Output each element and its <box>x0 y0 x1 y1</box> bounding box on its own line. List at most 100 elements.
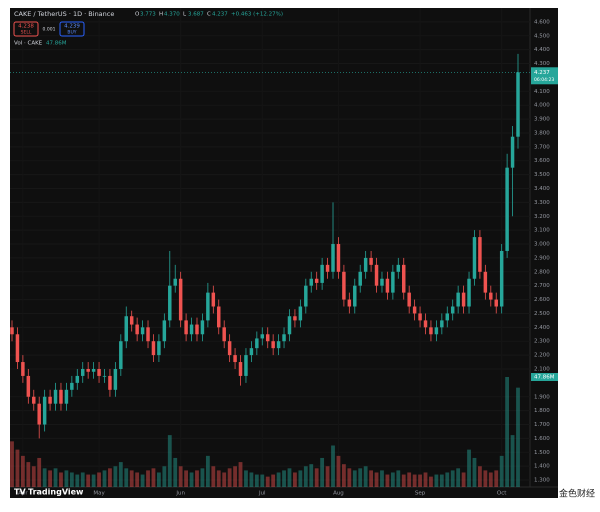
candle-body <box>157 341 161 356</box>
candle-body <box>478 237 482 272</box>
volume-bar <box>238 462 243 487</box>
volume-bar <box>293 472 297 487</box>
y-tick-label: 2.600 <box>534 297 550 303</box>
y-tick-label: 4.600 <box>534 19 550 25</box>
candle-body <box>347 299 352 307</box>
ohlc-value: 4.237 <box>212 12 228 18</box>
candle-body <box>21 362 25 376</box>
buy-button[interactable] <box>59 21 85 37</box>
countdown: 06:04:23 <box>534 77 554 83</box>
candle-body <box>162 320 167 342</box>
volume-bar <box>282 470 286 487</box>
candle-body <box>374 264 379 286</box>
candle-body <box>37 403 41 425</box>
volume-bar <box>189 472 194 487</box>
volume-bar <box>135 472 140 487</box>
candle-body <box>363 257 368 272</box>
y-tick-label: 1.600 <box>534 436 550 442</box>
candle-body <box>293 316 297 321</box>
candle-body <box>331 244 335 272</box>
volume-bar <box>516 387 520 487</box>
volume-bar <box>146 470 150 487</box>
volume-bar <box>418 474 422 487</box>
y-tick-label: 3.500 <box>534 172 550 178</box>
sell-price: 4.238 <box>18 24 34 30</box>
header: CAKE / TetherUS · 1D · Binance O 3.773 H 4.… <box>13 10 283 47</box>
y-tick-label: 4.100 <box>534 89 550 95</box>
y-tick-label: 3.100 <box>534 228 550 234</box>
volume-bar <box>510 435 515 487</box>
volume-bar <box>445 472 450 487</box>
y-tick-label: 3.200 <box>534 214 550 220</box>
candle-body <box>483 271 488 293</box>
candle-body <box>48 396 52 404</box>
volume-bar <box>64 470 69 487</box>
candle-body <box>353 285 357 307</box>
volume-bar <box>488 472 493 487</box>
volume-bar <box>374 472 379 487</box>
candle-body <box>151 341 156 356</box>
volume-bar <box>173 457 178 487</box>
x-tick-label: Jun <box>175 491 185 497</box>
volume-bar <box>108 468 112 487</box>
candle-body <box>64 389 69 404</box>
candle-body <box>26 375 31 397</box>
volume-bar <box>42 468 47 487</box>
y-tick-label: 2.300 <box>534 339 550 345</box>
volume-bar <box>380 470 384 487</box>
candle-body <box>189 324 194 335</box>
y-tick-label: 2.700 <box>534 283 550 289</box>
candle-body <box>385 278 390 293</box>
candle-body <box>146 327 150 342</box>
y-tick-label: 4.500 <box>534 33 550 39</box>
volume-bar <box>314 468 319 487</box>
volume-bar <box>80 472 85 487</box>
volume-bar <box>412 474 417 487</box>
volume-bar <box>260 474 265 487</box>
candle-body <box>265 334 270 342</box>
volume-bar <box>86 474 91 487</box>
candle-body <box>211 292 216 307</box>
volume-bar <box>233 466 237 487</box>
candle-body <box>369 257 373 265</box>
volume-bar <box>494 470 499 487</box>
candle-body <box>499 250 504 307</box>
candle-body <box>59 389 63 404</box>
candle-body <box>10 327 14 335</box>
ohlc: O 3.773 H 4.370 L 3.687 C 4.237 +0.463 (+12.27%) <box>135 12 283 18</box>
volume-bar <box>102 470 107 487</box>
volume-bar <box>222 472 227 487</box>
y-tick-label: 4.300 <box>534 61 550 67</box>
ohlc-key: L <box>183 12 187 18</box>
y-tick-label: 3.000 <box>534 242 550 248</box>
volume-value: 47.86M <box>46 41 67 47</box>
candle-body <box>195 324 199 335</box>
volume-bar <box>336 455 341 487</box>
volume-bar <box>358 468 363 487</box>
y-tick-label: 2.100 <box>534 366 550 372</box>
sell-button[interactable] <box>13 21 39 37</box>
candle-body <box>516 72 520 137</box>
candle-body <box>15 334 20 363</box>
volume-bar <box>20 455 25 487</box>
volume-bar <box>118 462 123 487</box>
candle-body <box>450 306 455 314</box>
candle-body <box>200 320 205 335</box>
candle-body <box>412 306 417 314</box>
x-tick-label: Oct <box>497 491 507 497</box>
candle-body <box>222 327 226 342</box>
symbol-title: CAKE / TetherUS · 1D · Binance <box>14 10 114 18</box>
ohlc-value: 3.773 <box>140 12 156 18</box>
y-tick-label: 1.400 <box>534 464 550 470</box>
volume-bar <box>472 457 477 487</box>
volume-bar <box>363 466 368 487</box>
y-tick-label: 2.400 <box>534 325 550 331</box>
brand-logo: TV <box>14 488 26 497</box>
candle-body <box>456 292 460 307</box>
candle-body <box>119 341 123 369</box>
y-tick-label: 2.800 <box>534 269 550 275</box>
volume-bar <box>254 474 259 487</box>
candle-body <box>70 382 74 390</box>
candle-body <box>178 278 183 321</box>
candle-body <box>445 313 450 321</box>
